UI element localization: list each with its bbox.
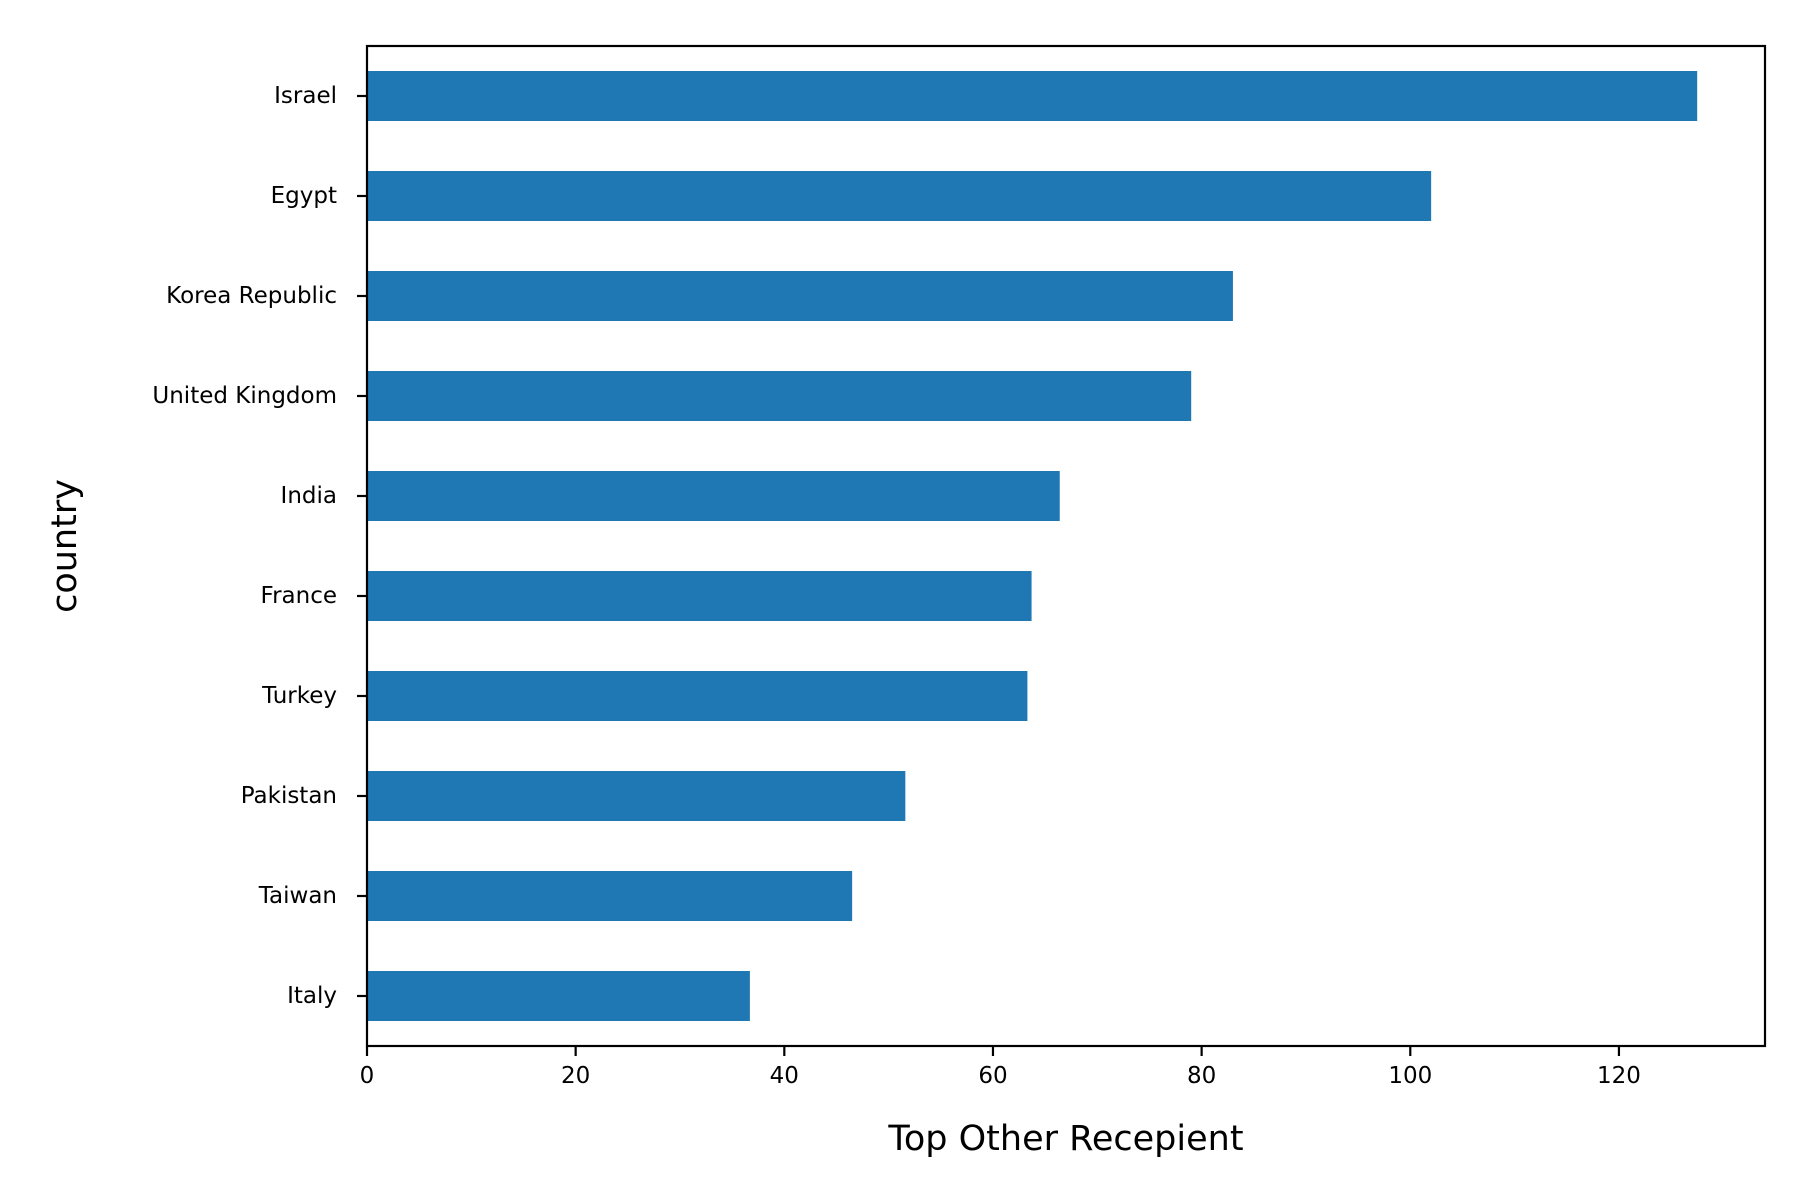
y-tick-label: Taiwan	[258, 883, 337, 909]
bar-turkey	[367, 671, 1028, 721]
bar-india	[367, 471, 1060, 521]
y-axis-label: country	[45, 479, 85, 613]
y-tick-label: Pakistan	[241, 783, 337, 809]
x-tick-label: 120	[1597, 1063, 1641, 1089]
bar-korea-republic	[367, 271, 1233, 321]
x-tick-label: 0	[360, 1063, 375, 1089]
x-axis-label: Top Other Recepient	[887, 1119, 1243, 1159]
bar-france	[367, 571, 1032, 621]
x-tick-label: 80	[1187, 1063, 1216, 1089]
x-tick-label: 60	[978, 1063, 1007, 1089]
y-tick-label: Israel	[274, 83, 337, 109]
y-tick-label: Italy	[287, 983, 337, 1009]
y-tick-label: France	[261, 583, 337, 609]
bar-israel	[367, 71, 1698, 121]
bar-italy	[367, 971, 750, 1021]
plot-frame	[365, 44, 1767, 1048]
y-tick-label: India	[281, 483, 337, 509]
x-tick-label: 100	[1388, 1063, 1432, 1089]
y-tick-label: Korea Republic	[166, 283, 337, 309]
bar-united-kingdom	[367, 371, 1192, 421]
y-tick-label: Egypt	[271, 183, 337, 209]
bar-pakistan	[367, 771, 906, 821]
x-tick-label: 40	[770, 1063, 799, 1089]
y-tick-label: Turkey	[261, 683, 337, 709]
y-axis-ticks: Israel Egypt Korea Republic United Kingdom I…	[152, 83, 367, 1009]
y-tick-label: United Kingdom	[152, 383, 337, 409]
x-tick-label: 20	[561, 1063, 590, 1089]
bar-taiwan	[367, 871, 853, 921]
bars-group	[367, 71, 1698, 1021]
x-axis-ticks: 0 20 40 60 80 100 120	[360, 1046, 1641, 1089]
bar-egypt	[367, 171, 1432, 221]
